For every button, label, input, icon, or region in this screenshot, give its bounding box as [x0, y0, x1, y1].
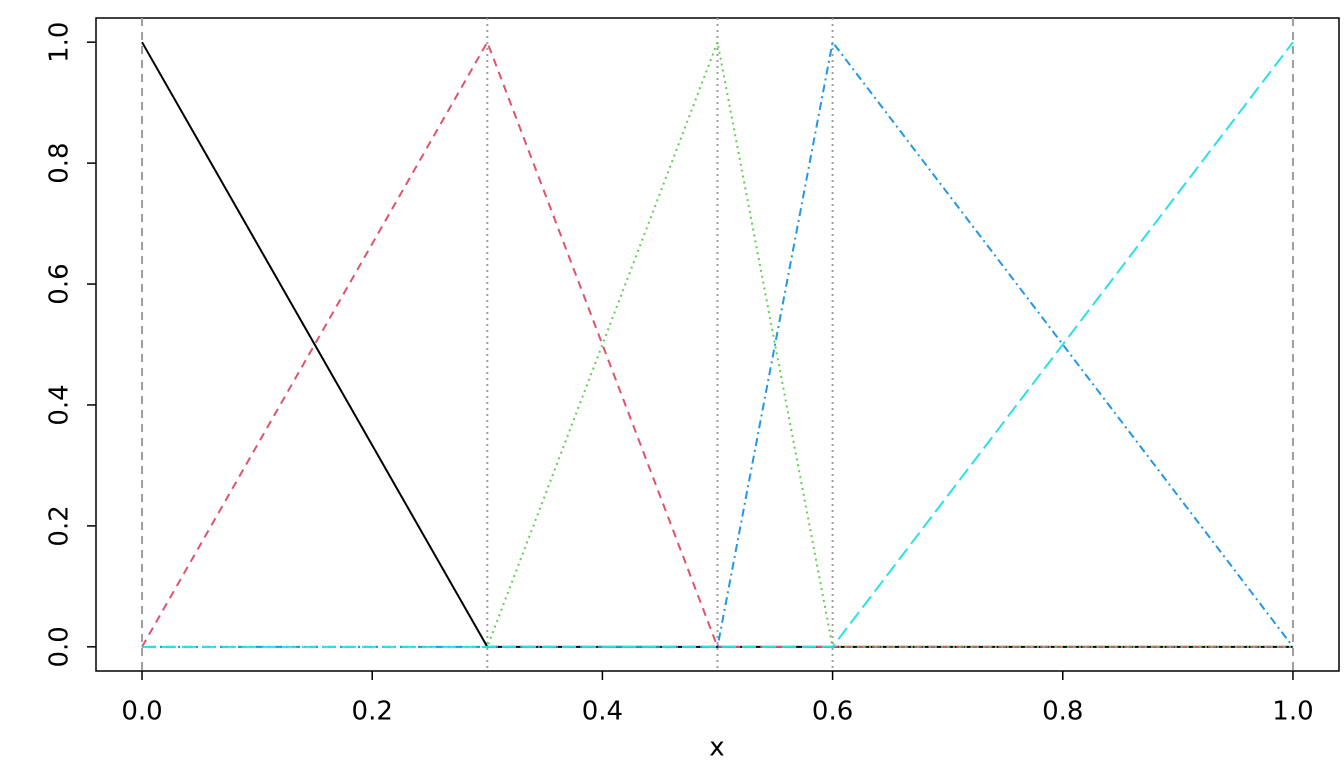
x-tick-label: 0.0 [121, 697, 162, 727]
y-tick-label: 0.2 [45, 505, 75, 546]
x-axis-label: x [709, 733, 724, 763]
series-line [142, 41, 1294, 648]
y-tick-label: 0.8 [45, 142, 75, 183]
x-tick-label: 0.2 [352, 697, 393, 727]
series-line [141, 39, 1293, 648]
x-tick-label: 0.4 [582, 697, 623, 727]
x-tick-label: 0.8 [1042, 697, 1083, 727]
y-tick-label: 1.0 [45, 22, 75, 63]
x-tick-label: 1.0 [1272, 697, 1313, 727]
y-tick-label: 0.0 [45, 626, 75, 667]
y-tick-label: 0.4 [45, 384, 75, 425]
x-tick-label: 0.6 [812, 697, 853, 727]
y-tick-label: 0.6 [45, 263, 75, 304]
